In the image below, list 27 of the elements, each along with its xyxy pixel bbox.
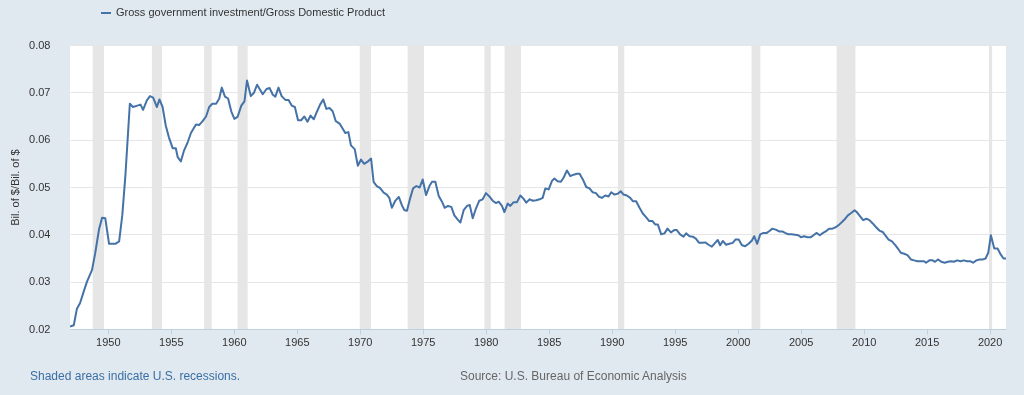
x-tick-label: 1990 [599, 335, 625, 348]
y-tick-label: 0.03 [29, 275, 51, 288]
x-tick-label: 2005 [788, 335, 814, 348]
y-tick-label: 0.05 [29, 180, 51, 193]
x-tick-label: 1970 [348, 335, 373, 348]
text: Shaded areas indicate U.S. recessions. [30, 369, 241, 383]
x-tick-label: 2015 [914, 335, 940, 348]
legend-label: Gross government investment/Gross Domestic Product [116, 6, 385, 18]
y-tick-label: 0.04 [29, 227, 51, 240]
x-tick-label: 1995 [662, 335, 688, 348]
x-tick-label: 2020 [977, 335, 1003, 348]
x-tick-label: 1960 [222, 335, 247, 348]
y-tick-label: 0.07 [29, 85, 51, 98]
x-tick-label: 2000 [725, 335, 751, 348]
x-tick-label: 1980 [473, 335, 499, 348]
x-tick-label: 1965 [285, 335, 310, 348]
x-tick-label: 2010 [851, 335, 877, 348]
x-tick-label: 1950 [96, 335, 121, 348]
x-tick-label: 1975 [410, 335, 436, 348]
x-tick-label: 1955 [159, 335, 184, 348]
y-tick-label: 0.06 [29, 133, 51, 146]
source-note: Source: U.S. Bureau of Economic Analysis [460, 369, 687, 383]
y-tick-label: 0.02 [29, 322, 51, 335]
x-tick-label: 1985 [536, 335, 562, 348]
y-tick-label: 0.08 [29, 38, 51, 51]
line-series [70, 79, 1006, 328]
y-axis-title: Bil. of $/Bil. of $ [9, 149, 22, 226]
